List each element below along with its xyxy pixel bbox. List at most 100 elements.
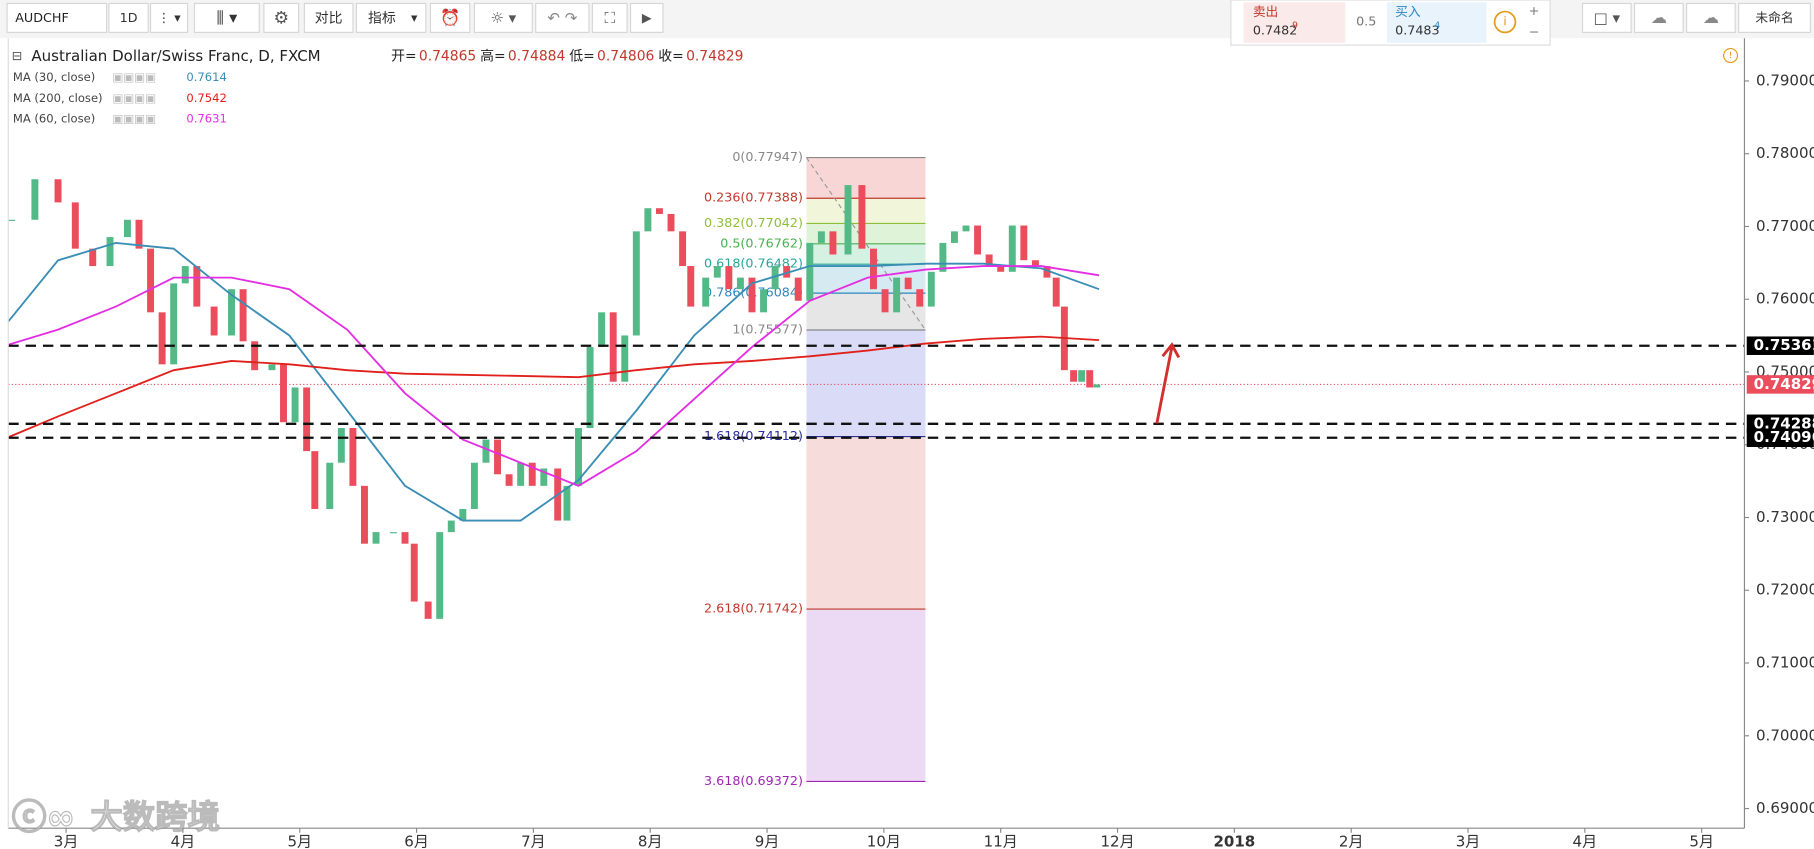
fullscreen-button[interactable] bbox=[591, 2, 628, 33]
save-button[interactable] bbox=[1686, 2, 1736, 33]
candle-body bbox=[748, 277, 756, 313]
horizontal-line-label-bg bbox=[1746, 336, 1814, 355]
fib-level-label: 2.618(0.71742) bbox=[704, 601, 803, 616]
x-tick-label: 9月 bbox=[755, 833, 780, 849]
chart-style-button[interactable] bbox=[193, 2, 260, 33]
ohlc-label: 低= bbox=[569, 49, 595, 65]
undo-redo[interactable] bbox=[535, 2, 590, 33]
candle-body bbox=[806, 242, 814, 301]
more-button[interactable] bbox=[149, 2, 189, 33]
candle-body bbox=[228, 289, 235, 336]
candle-body bbox=[881, 289, 889, 313]
indicator-controls: ▣▣▣▣ bbox=[112, 91, 156, 105]
x-tick-label: 3月 bbox=[1456, 833, 1481, 849]
candle-body bbox=[794, 277, 802, 301]
replay-button[interactable] bbox=[629, 2, 664, 33]
minus-icon[interactable]: − bbox=[1529, 24, 1540, 39]
candle-body bbox=[135, 219, 143, 249]
x-tick-label: 2月 bbox=[1339, 833, 1364, 849]
candle-body bbox=[997, 266, 1005, 272]
candle-body bbox=[817, 231, 825, 243]
y-tick-label: 0.76000 bbox=[1756, 290, 1814, 308]
arrow-annotation bbox=[1155, 342, 1181, 424]
ohlc-value: 0.74806 bbox=[597, 49, 654, 65]
sell-pip: 9 bbox=[1292, 20, 1298, 31]
candle-body bbox=[280, 364, 287, 423]
more-icon: ⋮ ▾ bbox=[157, 10, 181, 25]
candle-body bbox=[1093, 384, 1101, 388]
interval-button[interactable] bbox=[108, 2, 149, 33]
candle-body bbox=[644, 208, 652, 232]
warning-icon-text: ! bbox=[1729, 50, 1733, 61]
candle-body bbox=[1086, 370, 1094, 388]
horizontal-line-label: 0.75361 bbox=[1754, 336, 1814, 354]
symbol-box[interactable] bbox=[6, 2, 108, 33]
y-tick-label: 0.77000 bbox=[1756, 217, 1814, 235]
candle-body bbox=[8, 219, 16, 221]
drawing-button[interactable] bbox=[1581, 2, 1632, 33]
collapse-icon: ⊟ bbox=[12, 48, 23, 63]
candle-body bbox=[1078, 370, 1086, 382]
candle-body bbox=[702, 277, 710, 307]
candle-body bbox=[736, 277, 744, 290]
candle-body bbox=[291, 387, 299, 423]
y-tick-label: 0.78000 bbox=[1756, 144, 1814, 162]
replay-icon: ▶ bbox=[642, 10, 652, 25]
candle-body bbox=[1070, 370, 1078, 382]
candle-body bbox=[170, 283, 178, 365]
ohlc-value: 0.74829 bbox=[686, 49, 743, 65]
spread: 0.5 bbox=[1356, 13, 1376, 28]
candle-body bbox=[31, 179, 39, 220]
candle-body bbox=[389, 532, 397, 534]
candle-body bbox=[687, 266, 695, 307]
alert-button[interactable] bbox=[429, 2, 471, 33]
x-tick-label: 3月 bbox=[54, 833, 79, 849]
candle-body bbox=[1020, 225, 1028, 261]
alert-icon: ⏰ bbox=[440, 7, 460, 27]
fib-zone bbox=[806, 609, 926, 782]
load-button[interactable] bbox=[1633, 2, 1684, 33]
indicators-button[interactable] bbox=[355, 2, 427, 33]
load-icon: ☁ bbox=[1651, 8, 1667, 27]
candle-body bbox=[575, 428, 582, 486]
candle-body bbox=[916, 289, 924, 307]
settings-button[interactable] bbox=[263, 2, 300, 33]
candle-body bbox=[494, 439, 502, 475]
warning-icon bbox=[1723, 48, 1739, 64]
candle-body bbox=[210, 306, 218, 336]
compare-button[interactable] bbox=[303, 2, 354, 33]
indicator-name: MA (200, close) bbox=[13, 91, 103, 105]
candle-body bbox=[974, 225, 982, 255]
candle-body bbox=[436, 532, 444, 619]
sell-button[interactable] bbox=[1243, 2, 1346, 43]
y-tick-label: 0.69000 bbox=[1756, 799, 1814, 817]
y-tick-label: 0.71000 bbox=[1756, 654, 1814, 672]
buy-label: 买入 bbox=[1395, 4, 1421, 19]
sell-price: 0.7482 bbox=[1253, 23, 1298, 38]
ohlc-value: 0.74884 bbox=[508, 49, 566, 65]
buy-button[interactable] bbox=[1387, 2, 1487, 43]
candle-body bbox=[424, 601, 432, 619]
fib-zone bbox=[806, 157, 926, 199]
candle-body bbox=[326, 462, 334, 509]
fib-zone bbox=[806, 243, 926, 265]
candle-body bbox=[679, 231, 687, 267]
legend: ⊟ Australian Dollar/Swiss Franc, D, FXCM 开… bbox=[12, 47, 744, 125]
x-tick-label: 2018 bbox=[1213, 833, 1255, 849]
candle-body bbox=[939, 242, 947, 272]
horizontal-line-label: 0.74096 bbox=[1754, 428, 1814, 446]
candle-body bbox=[71, 202, 79, 249]
chart-style-icon: ⫼ ▾ bbox=[217, 8, 239, 27]
info-icon[interactable] bbox=[1493, 10, 1517, 34]
candle-body bbox=[632, 231, 640, 336]
plot-area: 0(0.77947) 0.236(0.77388) 0.382(0.77042) 0.… bbox=[7, 149, 1745, 788]
plus-icon[interactable]: + bbox=[1529, 3, 1540, 18]
ideas-button[interactable] bbox=[473, 2, 533, 33]
x-tick-label: 6月 bbox=[404, 833, 429, 849]
layout-button[interactable] bbox=[1738, 2, 1811, 33]
candle-body bbox=[401, 532, 409, 544]
candle-body bbox=[829, 231, 837, 255]
fib-level-label: 1(0.75577) bbox=[732, 322, 803, 337]
candle-body bbox=[311, 451, 319, 509]
candle-body bbox=[713, 266, 721, 278]
